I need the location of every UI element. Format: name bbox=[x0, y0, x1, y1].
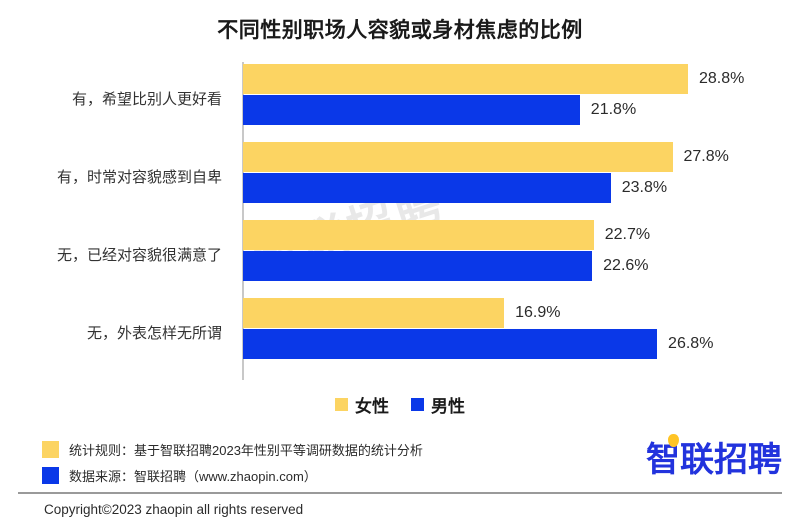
note-swatch-male-icon bbox=[42, 466, 59, 484]
bar-female[interactable] bbox=[243, 298, 505, 328]
category-label: 无，外表怎样无所谓 bbox=[86, 325, 222, 342]
bar-group: 有，希望比别人更好看 28.8% 21.8% bbox=[0, 64, 800, 136]
bar-group: 有，时常对容貌感到自卑 27.8% 23.8% bbox=[0, 142, 800, 214]
footer-divider bbox=[18, 492, 782, 494]
bar-value-label: 21.8% bbox=[590, 101, 637, 118]
copyright-text: Copyright©2023 zhaopin all rights reserv… bbox=[44, 502, 304, 517]
bar-value-label: 23.8% bbox=[621, 179, 668, 196]
zhaopin-logo: 智联招聘 bbox=[646, 432, 782, 481]
bar-group: 无，已经对容貌很满意了 22.7% 22.6% bbox=[0, 220, 800, 292]
note-text-statistics-rule: 统计规则：基于智联招聘2023年性别平等调研数据的统计分析 bbox=[69, 442, 423, 458]
bar-male[interactable] bbox=[243, 329, 658, 359]
bar-male[interactable] bbox=[243, 173, 611, 203]
bar-group: 无，外表怎样无所谓 16.9% 26.8% bbox=[0, 298, 800, 370]
bar-male[interactable] bbox=[243, 95, 580, 125]
bar-value-label: 16.9% bbox=[515, 304, 561, 321]
note-row-statistics-rule: 统计规则：基于智联招聘2023年性别平等调研数据的统计分析 bbox=[42, 436, 423, 462]
category-label: 无，已经对容貌很满意了 bbox=[56, 247, 222, 264]
legend-item-male[interactable]: 男性 bbox=[411, 392, 465, 417]
page-title: 不同性别职场人容貌或身材焦虑的比例 bbox=[217, 19, 583, 42]
note-text-data-source: 数据来源：智联招聘（www.zhaopin.com） bbox=[69, 468, 317, 484]
bar-female[interactable] bbox=[243, 220, 594, 250]
chart-plot-area: 有，希望比别人更好看 28.8% 21.8% 有，时常对容貌感到自卑 27.8% 23.8… bbox=[0, 58, 800, 380]
legend-swatch-female-icon bbox=[335, 398, 348, 411]
bar-value-label: 27.8% bbox=[683, 148, 729, 165]
legend-item-female[interactable]: 女性 bbox=[335, 392, 389, 417]
bar-female[interactable] bbox=[243, 142, 673, 172]
chart-legend: 女性 男性 bbox=[0, 392, 800, 417]
legend-swatch-male-icon bbox=[411, 398, 424, 411]
logo-accent-dot-icon bbox=[668, 434, 679, 447]
bar-female[interactable] bbox=[243, 64, 688, 94]
bar-value-label: 26.8% bbox=[668, 335, 714, 352]
bar-value-label: 22.6% bbox=[603, 257, 649, 274]
legend-label-male: 男性 bbox=[431, 397, 465, 416]
bar-value-label: 28.8% bbox=[698, 70, 745, 87]
category-label: 有，时常对容貌感到自卑 bbox=[56, 169, 222, 186]
note-row-data-source: 数据来源：智联招聘（www.zhaopin.com） bbox=[42, 462, 423, 488]
category-label: 有，希望比别人更好看 bbox=[71, 91, 222, 108]
bar-male[interactable] bbox=[243, 251, 593, 281]
y-axis-line bbox=[242, 62, 244, 380]
logo-text: 智联招聘 bbox=[646, 441, 782, 479]
footer-notes: 统计规则：基于智联招聘2023年性别平等调研数据的统计分析 数据来源：智联招聘（… bbox=[42, 436, 423, 488]
note-swatch-female-icon bbox=[42, 440, 59, 458]
bar-value-label: 22.7% bbox=[604, 226, 651, 243]
legend-label-female: 女性 bbox=[355, 397, 389, 416]
